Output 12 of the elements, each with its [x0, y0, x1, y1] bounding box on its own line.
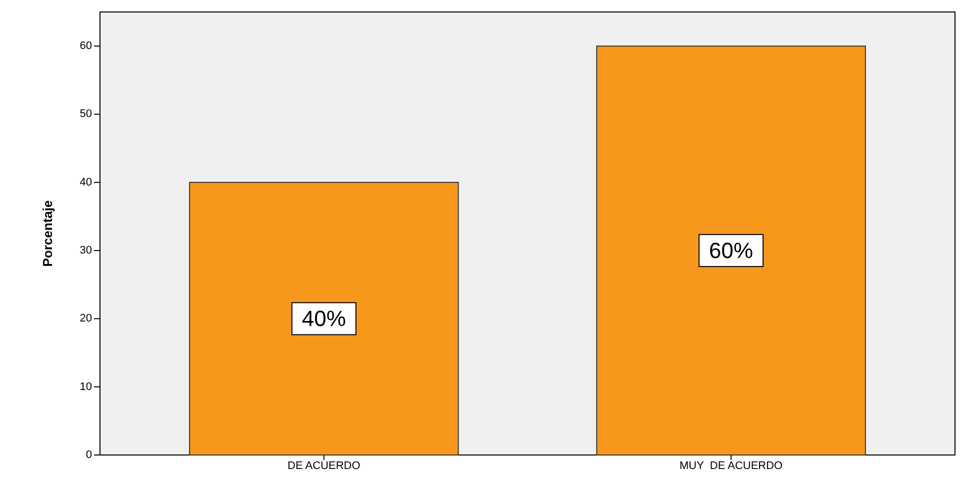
y-tick-label: 0 — [86, 449, 92, 461]
x-tick-label: MUY DE ACUERDO — [680, 460, 784, 472]
y-tick-label: 10 — [80, 380, 92, 393]
y-axis-title: Porcentaje — [40, 200, 55, 267]
data-label: 40% — [302, 306, 346, 332]
y-tick-label: 60 — [80, 40, 92, 52]
y-tick-label: 40 — [80, 176, 92, 188]
y-tick-label: 30 — [80, 244, 92, 257]
x-tick-label: DE ACUERDO — [288, 460, 361, 472]
y-tick-label: 50 — [80, 108, 92, 120]
data-label: 60% — [709, 238, 754, 264]
y-tick-label: 20 — [80, 312, 92, 325]
